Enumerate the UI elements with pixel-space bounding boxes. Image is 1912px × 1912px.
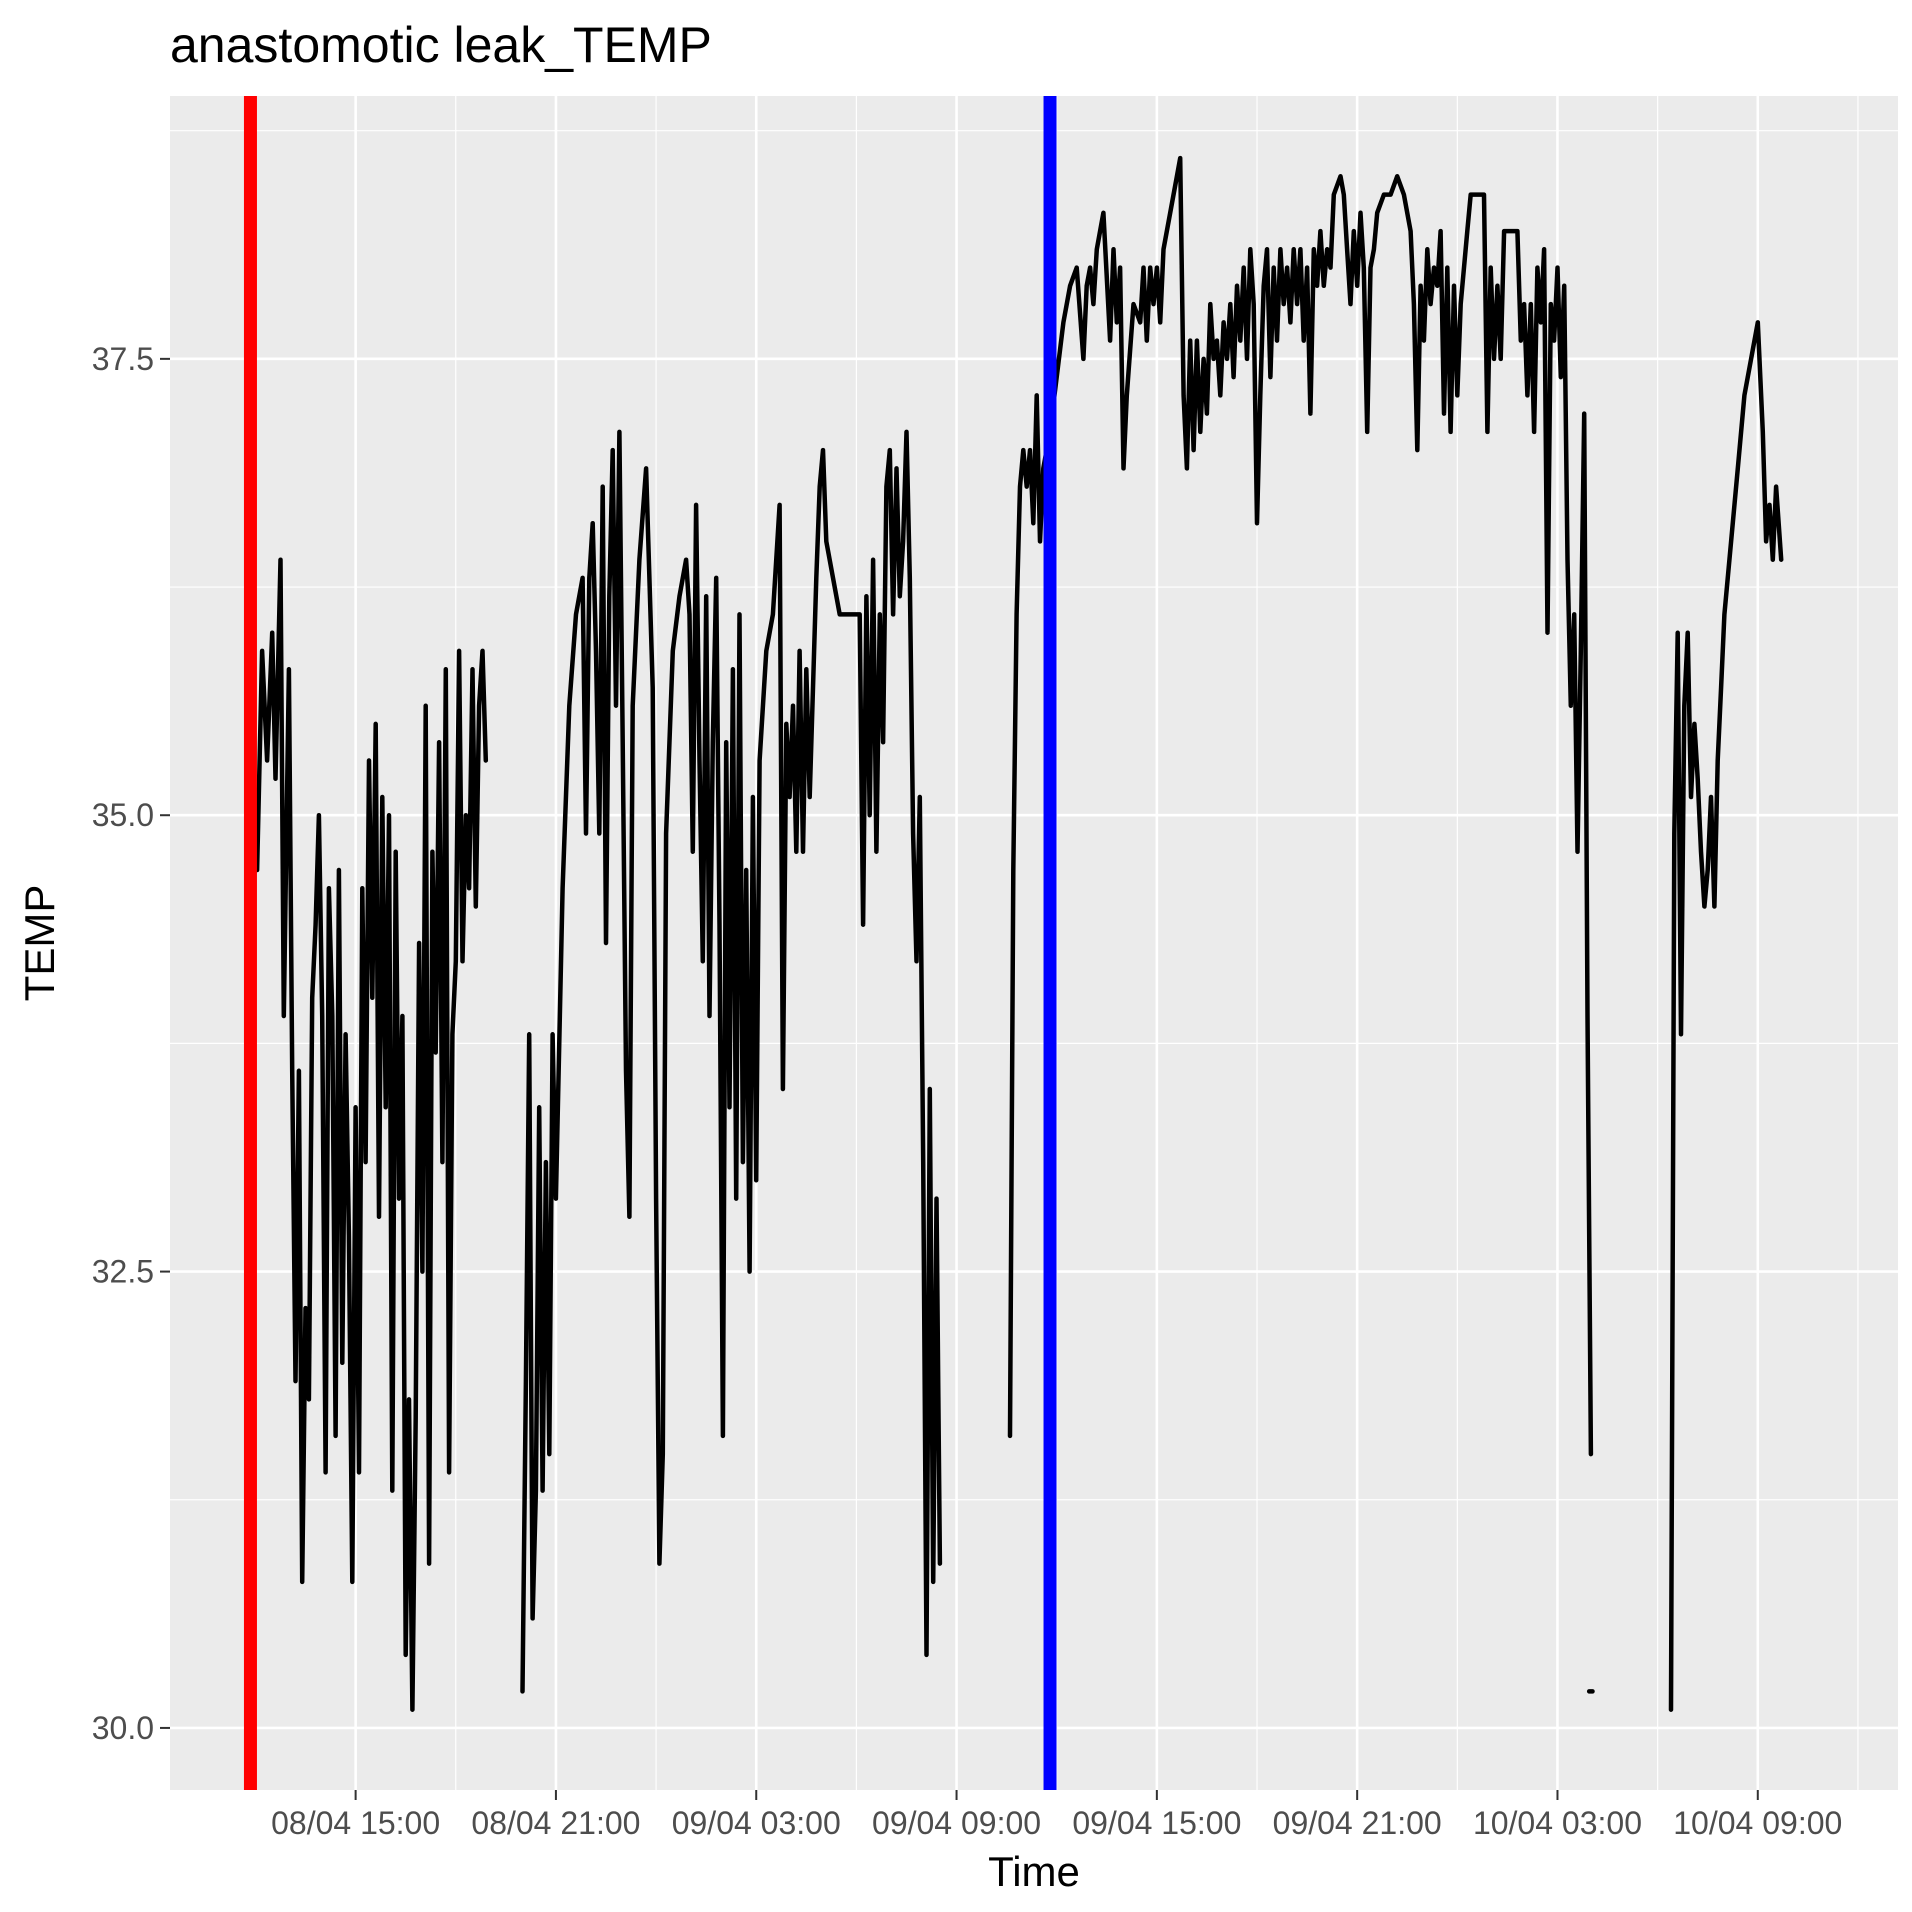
x-tick-label: 08/04 21:00 bbox=[471, 1805, 640, 1841]
y-tick-label: 32.5 bbox=[92, 1254, 154, 1290]
x-tick-label: 09/04 03:00 bbox=[672, 1805, 841, 1841]
series-line bbox=[248, 557, 489, 1712]
series-line bbox=[1007, 155, 1594, 1457]
x-tick-label: 09/04 15:00 bbox=[1072, 1805, 1241, 1841]
y-tick-label: 30.0 bbox=[92, 1710, 154, 1746]
y-tick-label: 37.5 bbox=[92, 341, 154, 377]
y-axis: 30.0 32.5 35.0 37.5 bbox=[92, 341, 170, 1746]
x-tick-label: 09/04 09:00 bbox=[872, 1805, 1041, 1841]
series-line bbox=[520, 429, 943, 1694]
chart-title: anastomotic leak_TEMP bbox=[170, 17, 712, 73]
vline-layer bbox=[243, 96, 1057, 1790]
x-axis: 08/04 15:00 08/04 21:00 09/04 03:00 09/04 0… bbox=[271, 1790, 1842, 1841]
x-tick-label: 10/04 03:00 bbox=[1473, 1805, 1642, 1841]
y-tick-label: 35.0 bbox=[92, 797, 154, 833]
x-tick-label: 09/04 21:00 bbox=[1273, 1805, 1442, 1841]
x-tick-label: 08/04 15:00 bbox=[271, 1805, 440, 1841]
x-tick-label: 10/04 09:00 bbox=[1673, 1805, 1842, 1841]
x-axis-title: Time bbox=[988, 1848, 1080, 1895]
series-line bbox=[1668, 320, 1784, 1712]
y-axis-title: TEMP bbox=[16, 885, 63, 1002]
series-layer bbox=[248, 155, 1784, 1712]
